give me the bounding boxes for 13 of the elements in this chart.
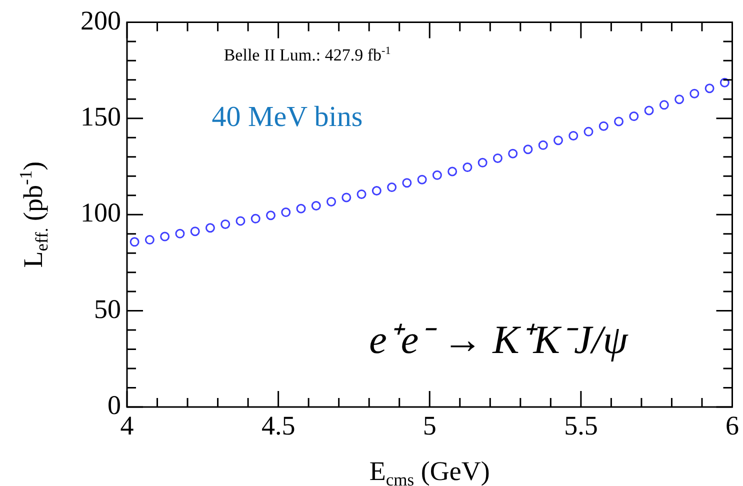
y-tick-label: 0 (108, 390, 121, 420)
annotation: 40 MeV bins (212, 101, 363, 134)
y-tick-label: 150 (80, 101, 121, 132)
annotation: e⁺e⁻ → K⁺K⁻J/ψ (369, 317, 629, 362)
x-tick-label: 4 (120, 410, 134, 440)
y-tick-label: 200 (80, 5, 121, 36)
x-tick-label: 5 (422, 410, 436, 440)
x-tick-label: 5.5 (564, 410, 598, 440)
x-tick-label: 4.5 (261, 410, 296, 440)
y-tick-label: 50 (94, 294, 121, 324)
y-axis-title: Leff. (pb-1) (16, 161, 52, 268)
x-tick-label: 6 (726, 410, 739, 440)
y-tick-label: 100 (80, 198, 121, 228)
